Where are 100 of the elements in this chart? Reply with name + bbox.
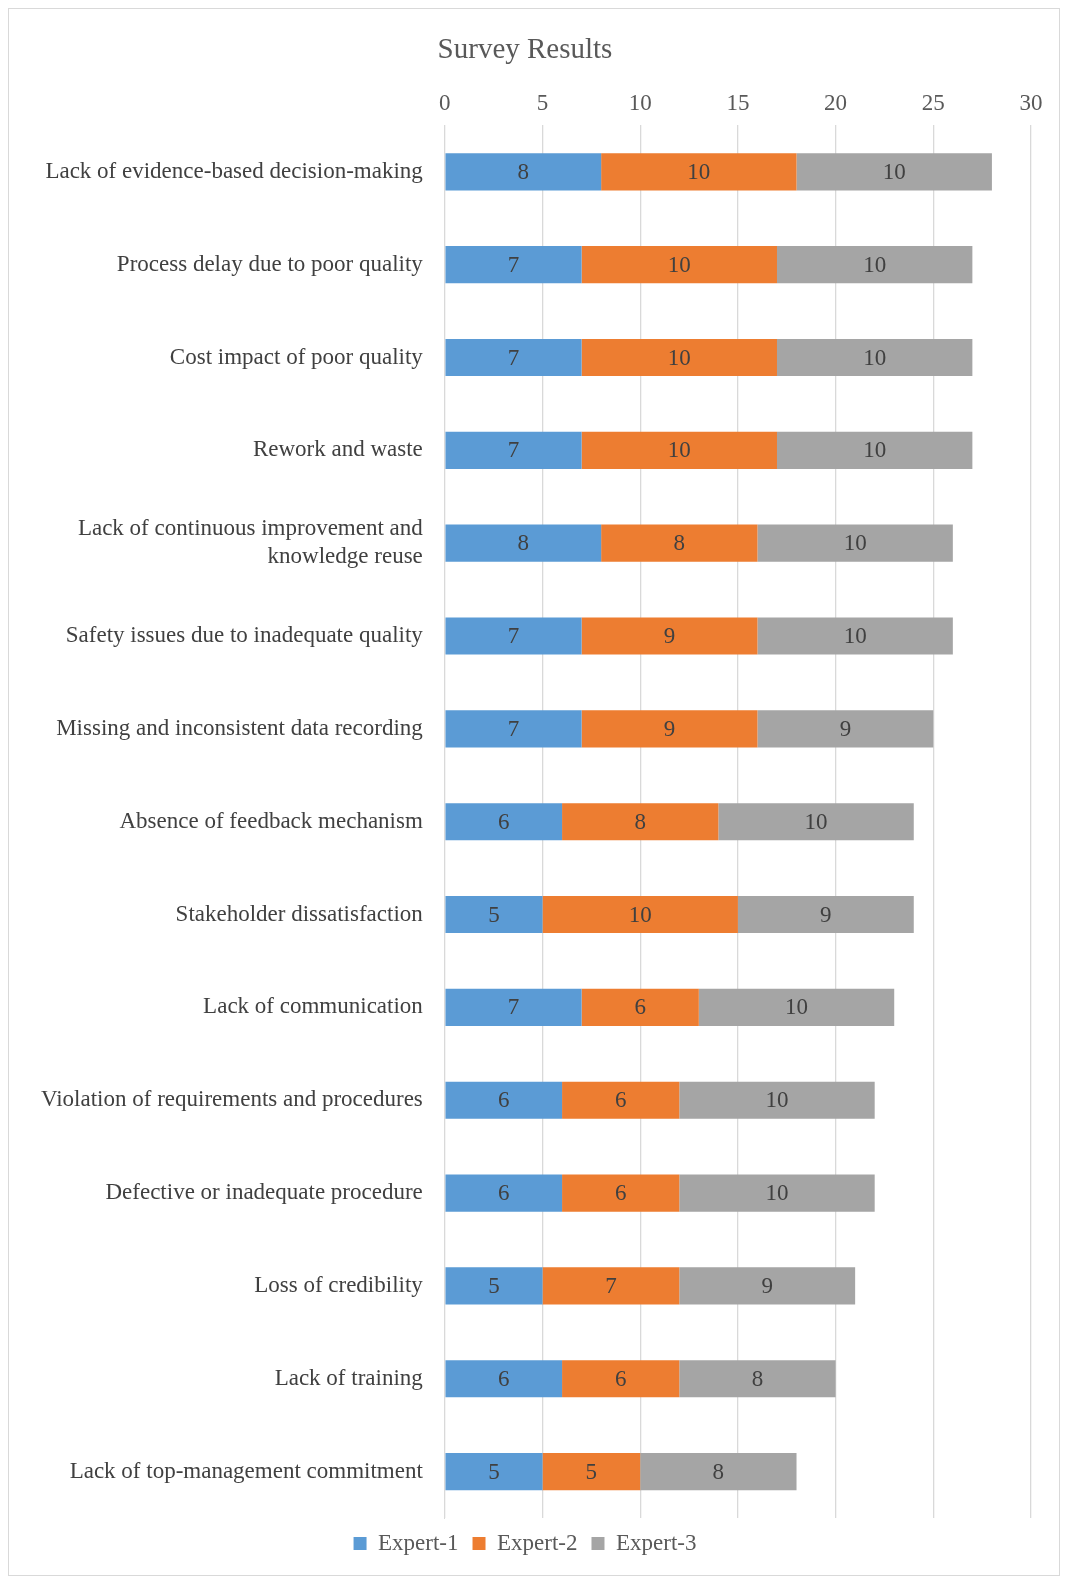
- data-label: 7: [507, 437, 520, 463]
- bar: [445, 246, 582, 284]
- data-label: 10: [785, 994, 809, 1020]
- bar: [445, 338, 582, 377]
- y-tick-label: Lack of top-management commitment: [69, 1457, 424, 1483]
- bar: [581, 338, 777, 377]
- data-label: 7: [507, 715, 520, 741]
- bar: [796, 153, 992, 191]
- legend-label: Expert-3: [615, 1529, 697, 1555]
- data-label: 6: [614, 1087, 627, 1113]
- bar: [562, 803, 719, 841]
- x-tick-label: 20: [824, 89, 848, 115]
- data-label: 5: [488, 1458, 500, 1484]
- data-label: 9: [761, 1272, 773, 1298]
- bar: [562, 1360, 680, 1398]
- bar: [562, 1081, 680, 1119]
- chart-title: Survey Results: [437, 32, 613, 65]
- bar: [445, 1360, 563, 1398]
- y-tick-label: Defective or inadequate procedure: [105, 1179, 423, 1205]
- bar: [757, 524, 953, 562]
- data-label: 10: [804, 808, 828, 834]
- data-label: 10: [667, 251, 691, 277]
- data-label: 7: [507, 623, 520, 649]
- bar: [601, 153, 797, 191]
- bar: [679, 1360, 836, 1398]
- bar: [601, 524, 758, 562]
- bar: [679, 1174, 875, 1212]
- bar: [757, 617, 953, 655]
- data-label: 5: [585, 1458, 598, 1484]
- bar: [542, 895, 738, 934]
- data-label: 6: [614, 1180, 627, 1206]
- bar: [562, 1174, 680, 1212]
- data-label: 6: [498, 808, 510, 834]
- bar: [581, 246, 777, 284]
- bar: [718, 803, 914, 841]
- data-label: 10: [863, 437, 887, 463]
- data-label: 9: [663, 715, 676, 741]
- data-label: 7: [507, 251, 520, 277]
- y-tick-label: Stakeholder dissatisfaction: [175, 900, 424, 926]
- x-tick-label: 0: [439, 89, 451, 115]
- data-label: 8: [517, 530, 530, 556]
- bar: [445, 431, 582, 469]
- y-tick-label: Lack of continuous improvement and knowledge reuse: [77, 515, 424, 569]
- y-tick-label: Lack of communication: [203, 993, 424, 1019]
- data-label: 9: [663, 623, 676, 649]
- bar: [542, 1453, 641, 1491]
- legend-label: Expert-1: [378, 1529, 459, 1555]
- y-tick-label: Process delay due to poor quality: [116, 250, 424, 276]
- y-tick-label: Safety issues due to inadequate quality: [65, 622, 424, 648]
- x-tick-label: 30: [1019, 89, 1043, 115]
- bar: [445, 1267, 543, 1305]
- bar: [445, 1174, 563, 1212]
- bar: [445, 1081, 563, 1119]
- x-tick-label: 10: [628, 89, 652, 115]
- data-label: 6: [614, 1365, 627, 1391]
- data-label: 8: [517, 158, 530, 184]
- bar: [445, 803, 563, 841]
- bar: [640, 1453, 797, 1491]
- y-tick-label: Violation of requirements and procedures: [41, 1086, 423, 1112]
- data-label: 10: [843, 530, 867, 556]
- bar: [737, 895, 914, 934]
- data-label: 5: [488, 1272, 500, 1298]
- bar: [445, 710, 582, 748]
- data-label: 8: [751, 1365, 764, 1391]
- bar: [581, 988, 699, 1026]
- bar: [581, 431, 777, 469]
- x-tick-label: 25: [921, 89, 945, 115]
- y-tick-label: Lack of evidence-based decision-making: [45, 157, 424, 183]
- data-label: 6: [498, 1087, 510, 1113]
- data-label: 10: [863, 251, 887, 277]
- data-label: 9: [839, 715, 852, 741]
- data-label: 6: [498, 1180, 510, 1206]
- data-label: 10: [687, 158, 711, 184]
- data-label: 6: [634, 994, 646, 1020]
- bar: [445, 153, 602, 191]
- bar: [776, 338, 973, 377]
- y-tick-label: Absence of feedback mechanism: [119, 807, 423, 833]
- data-label: 8: [712, 1458, 725, 1484]
- data-label: 10: [628, 901, 652, 927]
- bar: [698, 988, 895, 1026]
- data-label: 5: [488, 901, 500, 927]
- x-tick-label: 15: [726, 89, 750, 115]
- y-tick-label: Lack of training: [274, 1364, 424, 1390]
- data-label: 10: [863, 344, 887, 370]
- bar: [581, 617, 758, 655]
- bar: [679, 1267, 856, 1305]
- bar: [542, 1267, 680, 1305]
- data-label: 10: [765, 1087, 789, 1113]
- bar: [445, 895, 543, 934]
- data-label: 10: [667, 344, 691, 370]
- data-label: 7: [605, 1272, 617, 1298]
- data-label: 9: [820, 901, 832, 927]
- y-tick-label: Rework and waste: [252, 436, 423, 462]
- bar: [445, 988, 582, 1026]
- data-label: 8: [673, 530, 686, 556]
- x-tick-label: 5: [536, 89, 549, 115]
- y-tick-label: Cost impact of poor quality: [169, 343, 424, 369]
- legend-label: Expert-2: [497, 1529, 578, 1555]
- bar: [445, 524, 602, 562]
- data-label: 10: [882, 158, 906, 184]
